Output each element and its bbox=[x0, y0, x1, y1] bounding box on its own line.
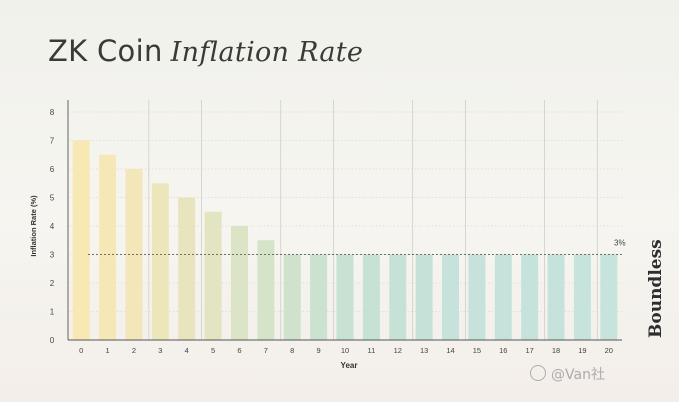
y-tick-label: 3 bbox=[50, 251, 55, 260]
watermark: @Van社 bbox=[530, 364, 605, 384]
bar bbox=[72, 140, 90, 340]
x-tick-label: 12 bbox=[394, 346, 402, 355]
bar bbox=[415, 254, 433, 340]
chart-title: ZK Coin Inflation Rate bbox=[48, 34, 363, 69]
watermark-text: @Van社 bbox=[551, 367, 605, 383]
x-axis-label: Year bbox=[341, 361, 358, 370]
x-tick-label: 7 bbox=[264, 346, 268, 355]
y-tick-label: 8 bbox=[50, 108, 55, 117]
x-tick-label: 16 bbox=[499, 346, 507, 355]
y-tick-label: 6 bbox=[50, 165, 55, 174]
x-tick-label: 4 bbox=[185, 346, 189, 355]
bar bbox=[257, 240, 275, 340]
bar bbox=[521, 254, 539, 340]
y-tick-label: 0 bbox=[50, 336, 55, 345]
x-tick-label: 6 bbox=[237, 346, 241, 355]
x-tick-label: 20 bbox=[605, 346, 613, 355]
x-tick-label: 13 bbox=[420, 346, 428, 355]
x-tick-label: 10 bbox=[341, 346, 349, 355]
title-italic: Inflation Rate bbox=[170, 37, 364, 68]
x-tick-label: 11 bbox=[367, 346, 375, 355]
y-tick-label: 7 bbox=[50, 137, 55, 146]
bar bbox=[468, 254, 486, 340]
x-tick-label: 18 bbox=[552, 346, 560, 355]
x-tick-label: 9 bbox=[317, 346, 321, 355]
x-tick-label: 3 bbox=[158, 346, 162, 355]
x-tick-label: 1 bbox=[105, 346, 109, 355]
bar bbox=[283, 254, 301, 340]
x-tick-label: 2 bbox=[132, 346, 136, 355]
bar bbox=[389, 254, 407, 340]
bar bbox=[310, 254, 328, 340]
bar bbox=[336, 254, 354, 340]
y-tick-label: 2 bbox=[50, 279, 55, 288]
watermark-icon bbox=[530, 365, 546, 381]
y-tick-label: 5 bbox=[50, 194, 55, 203]
bar bbox=[178, 197, 196, 340]
y-tick-label: 1 bbox=[50, 308, 55, 317]
annotation-label: 3% bbox=[614, 239, 626, 248]
x-tick-label: 19 bbox=[578, 346, 586, 355]
bar bbox=[99, 154, 117, 340]
x-tick-label: 5 bbox=[211, 346, 215, 355]
title-main: ZK Coin bbox=[48, 34, 163, 68]
bar bbox=[204, 211, 222, 340]
x-tick-label: 15 bbox=[473, 346, 481, 355]
bar bbox=[573, 254, 591, 340]
bar bbox=[547, 254, 565, 340]
x-tick-label: 14 bbox=[446, 346, 454, 355]
brand-logo: Boundless bbox=[646, 239, 666, 338]
x-tick-label: 8 bbox=[290, 346, 294, 355]
y-axis-label: Inflation Rate (%) bbox=[29, 195, 38, 257]
bar bbox=[151, 183, 169, 340]
bar bbox=[230, 226, 248, 340]
y-tick-label: 4 bbox=[50, 222, 55, 231]
bar bbox=[600, 254, 618, 340]
x-tick-label: 0 bbox=[79, 346, 83, 355]
x-tick-label: 17 bbox=[525, 346, 533, 355]
bar bbox=[494, 254, 512, 340]
bar bbox=[362, 254, 380, 340]
bar bbox=[442, 254, 460, 340]
